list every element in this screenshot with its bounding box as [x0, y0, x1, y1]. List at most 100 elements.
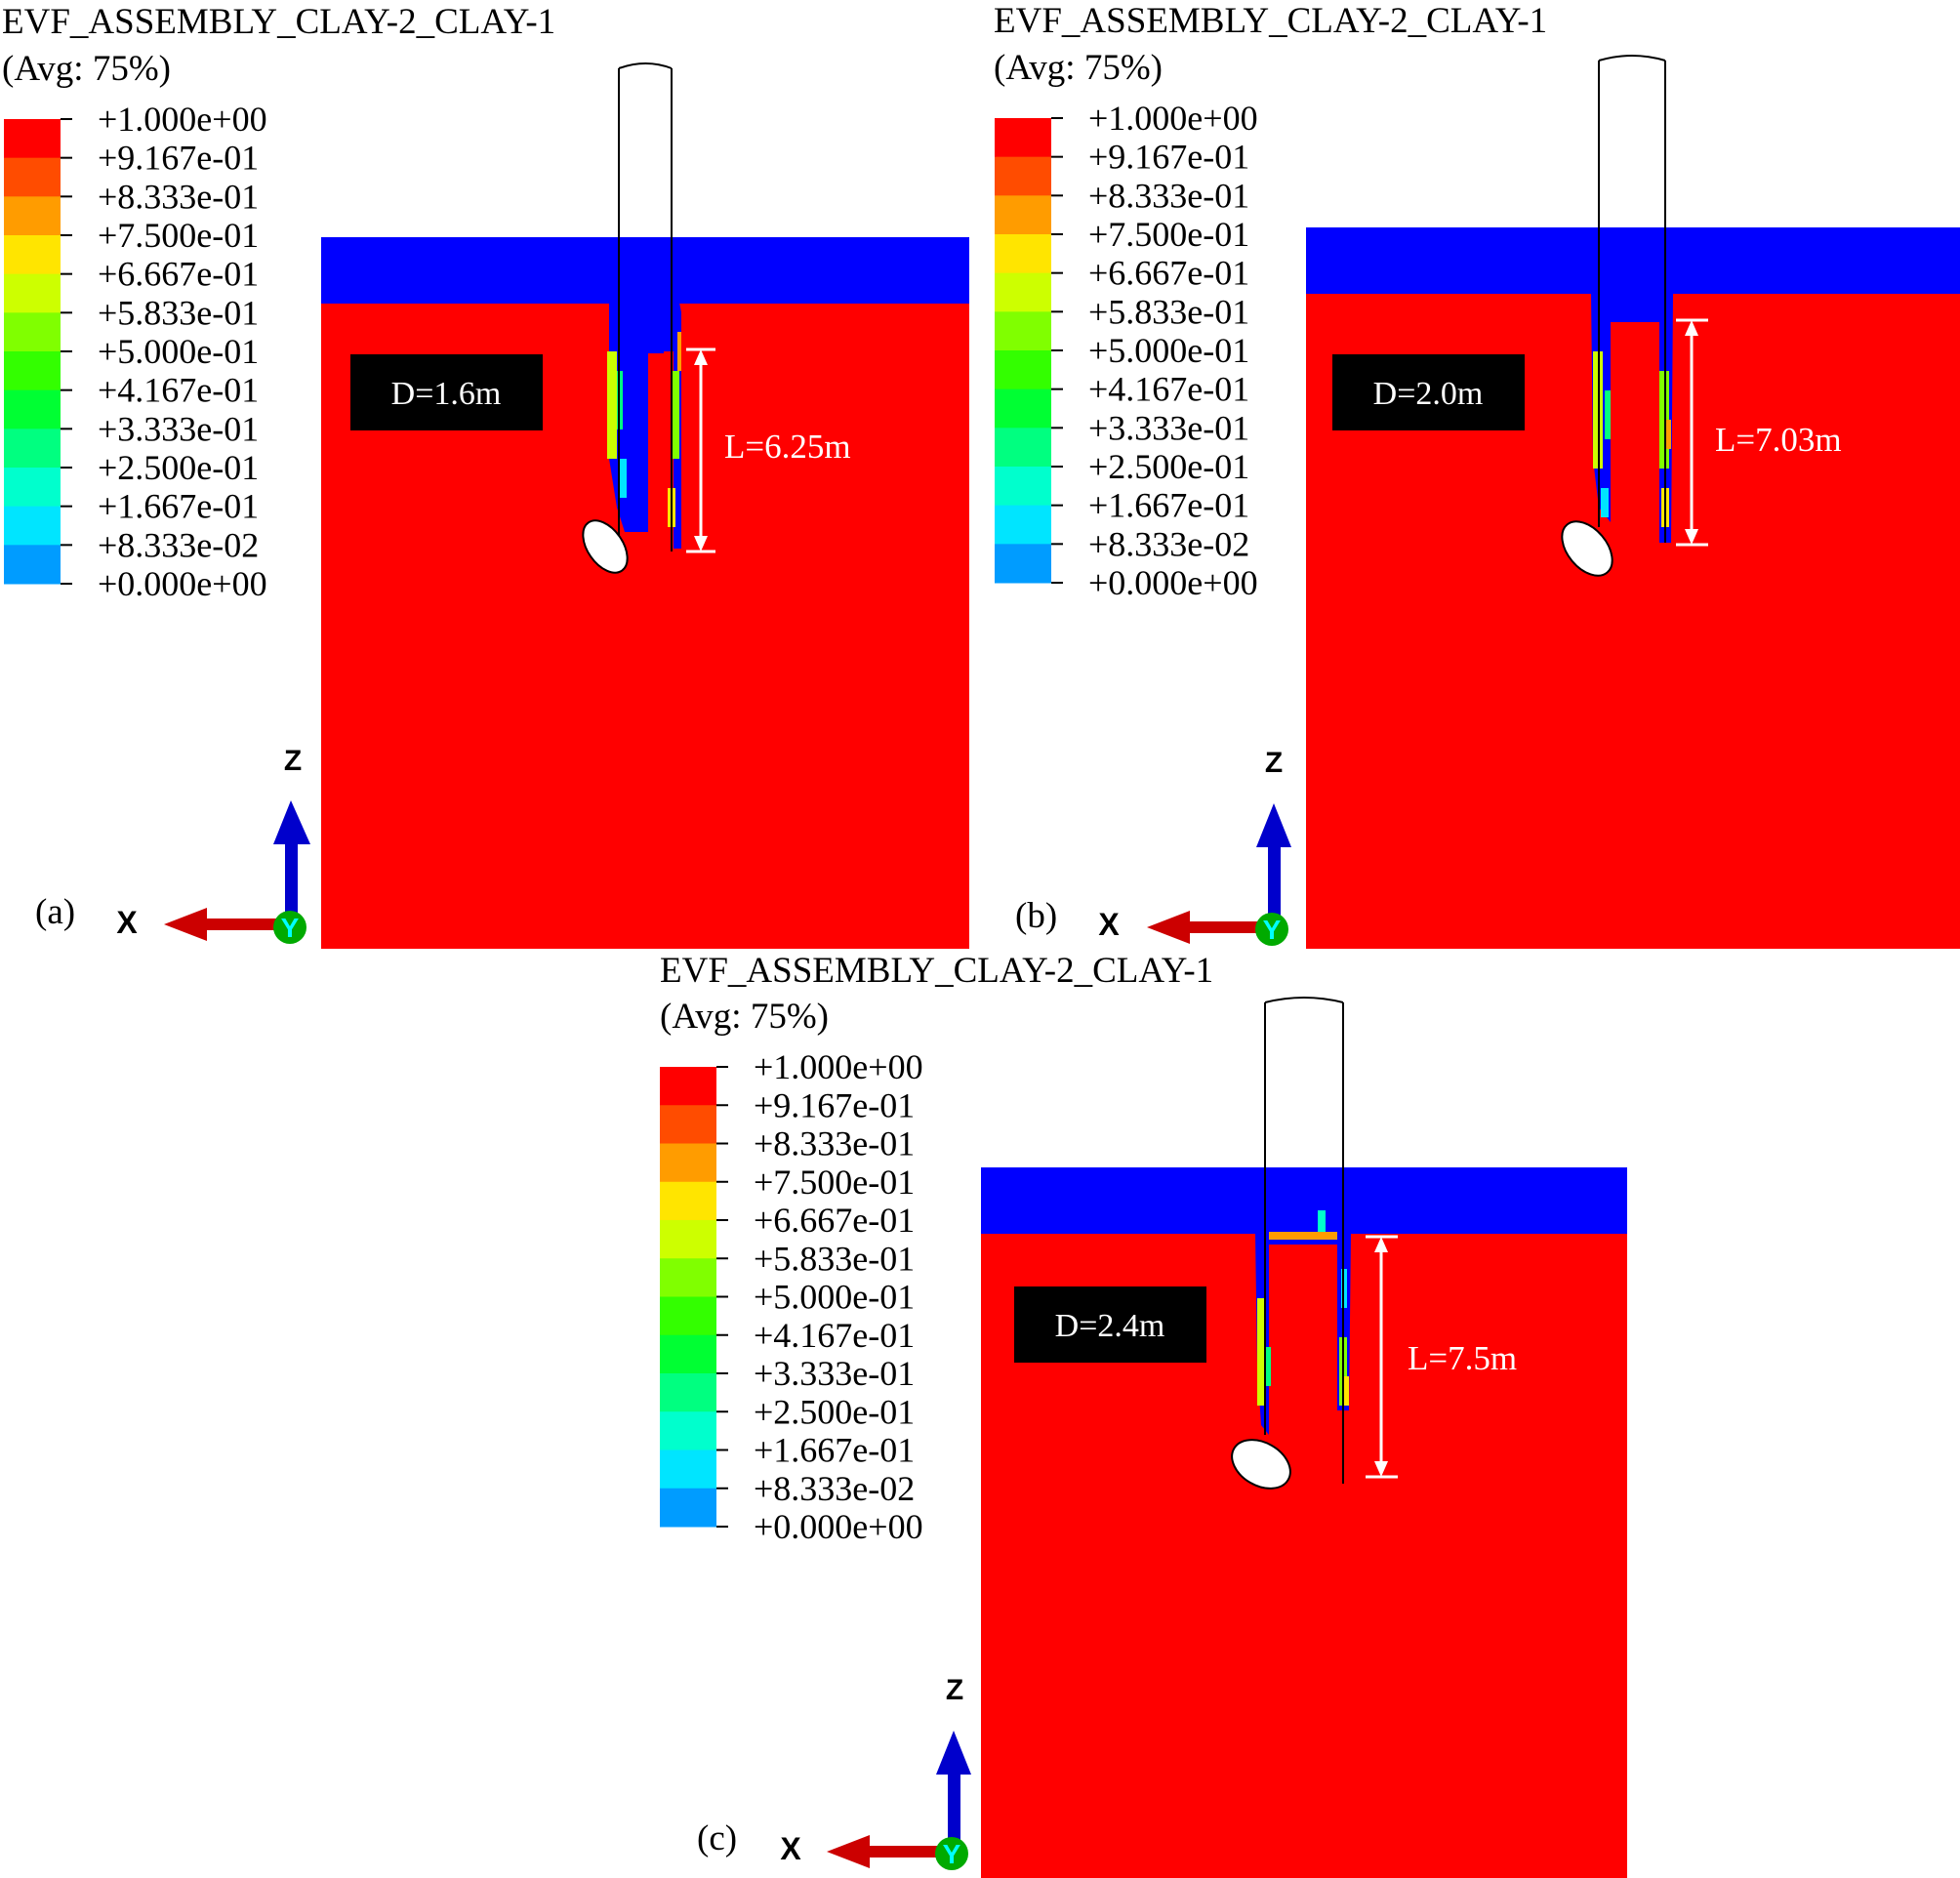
- legend-tick-label: +8.333e-01: [1088, 176, 1249, 215]
- legend-tick-label: +3.333e-01: [754, 1354, 915, 1393]
- legend-swatch: [660, 1105, 716, 1144]
- axis-x-arrow: [200, 919, 288, 930]
- axis-x-arrow: [863, 1846, 951, 1858]
- axis-z-arrow: [948, 1770, 960, 1856]
- void-layer: [321, 237, 969, 304]
- diameter-label: D=2.4m: [1055, 1308, 1165, 1344]
- legend-title: EVF_ASSEMBLY_CLAY-2_CLAY-1: [994, 1, 1547, 41]
- legend-swatch: [995, 505, 1051, 545]
- legend-tick-label: +8.333e-01: [98, 177, 259, 216]
- diameter-label-box: [1014, 1286, 1206, 1363]
- legend-swatch: [660, 1373, 716, 1412]
- legend-tick-label: +2.500e-01: [98, 448, 259, 487]
- legend-swatch: [995, 195, 1051, 235]
- legend-tick-label: +3.333e-01: [98, 409, 259, 448]
- legend-swatch: [4, 119, 61, 159]
- legend-swatch: [660, 1220, 716, 1259]
- legend-tick-label: +7.500e-01: [754, 1163, 915, 1202]
- legend-swatch: [995, 350, 1051, 390]
- length-label: L=7.03m: [1715, 421, 1842, 459]
- legend-swatch: [4, 196, 61, 236]
- cavity-tip-ellipse: [582, 519, 629, 574]
- diameter-label-box: [350, 354, 543, 430]
- legend-swatch: [660, 1449, 716, 1490]
- legend-tick-label: +5.000e-01: [98, 332, 259, 371]
- legend-tick-label: +5.833e-01: [1088, 292, 1249, 331]
- legend-tick-label: +1.000e+00: [754, 1047, 923, 1086]
- legend-tick-label: +9.167e-01: [754, 1085, 915, 1124]
- color-legend: +1.000e+00+9.167e-01+8.333e-01+7.500e-01…: [660, 1047, 923, 1546]
- legend-tick-label: +9.167e-01: [1088, 138, 1249, 177]
- legend-swatch: [660, 1488, 716, 1528]
- axis-triad: Y Z X: [116, 745, 310, 944]
- axis-x-label: X: [1098, 907, 1120, 942]
- legend-tick-label: +7.500e-01: [98, 216, 259, 255]
- diameter-label: D=2.0m: [1373, 376, 1484, 412]
- legend-swatch: [660, 1411, 716, 1450]
- length-dimension: [1366, 1235, 1398, 1479]
- legend-tick-label: +5.833e-01: [754, 1239, 915, 1278]
- axis-z-label: Z: [284, 745, 302, 777]
- legend-tick-label: +1.667e-01: [754, 1431, 915, 1470]
- axis-triad: Y Z X: [1098, 747, 1291, 946]
- legend-swatch: [995, 388, 1051, 429]
- axis-z-arrow: [1268, 842, 1281, 928]
- diameter-label-box: [1332, 354, 1525, 430]
- legend-tick-label: +8.333e-01: [754, 1124, 915, 1164]
- legend-swatch: [660, 1181, 716, 1221]
- legend-swatch: [4, 273, 61, 313]
- legend-swatch: [4, 351, 61, 391]
- legend-swatch: [995, 544, 1051, 584]
- diameter-label: D=1.6m: [391, 376, 502, 412]
- legend-tick-label: +1.667e-01: [98, 487, 259, 526]
- length-dimension: [686, 347, 715, 553]
- legend-tick-label: +1.000e+00: [1088, 99, 1258, 138]
- panel-label: (a): [35, 892, 75, 932]
- legend-subtitle: (Avg: 75%): [994, 48, 1163, 88]
- axis-triad: Y Z X: [780, 1674, 971, 1870]
- legend-tick-label: +8.333e-02: [754, 1469, 915, 1508]
- legend-tick-label: +6.667e-01: [754, 1201, 915, 1240]
- axis-x-arrow: [1183, 921, 1271, 933]
- legend-tick-label: +0.000e+00: [1088, 563, 1258, 602]
- legend-swatch: [660, 1067, 716, 1106]
- legend-title: EVF_ASSEMBLY_CLAY-2_CLAY-1: [660, 951, 1213, 991]
- legend-tick-label: +1.000e+00: [98, 100, 267, 139]
- legend-tick-label: +5.833e-01: [98, 293, 259, 332]
- legend-swatch: [4, 506, 61, 546]
- legend-swatch: [660, 1334, 716, 1374]
- void-layer: [1306, 227, 1960, 294]
- legend-tick-label: +5.000e-01: [1088, 331, 1249, 370]
- legend-tick-label: +8.333e-02: [98, 525, 259, 564]
- legend-tick-label: +4.167e-01: [98, 371, 259, 410]
- legend-title: EVF_ASSEMBLY_CLAY-2_CLAY-1: [2, 2, 555, 42]
- cavity-tip-ellipse: [1231, 1439, 1291, 1490]
- legend-tick-label: +9.167e-01: [98, 139, 259, 178]
- axis-z-arrow: [285, 839, 298, 927]
- legend-swatch: [995, 234, 1051, 274]
- legend-swatch: [4, 545, 61, 585]
- legend-tick-label: +5.000e-01: [754, 1278, 915, 1317]
- legend-swatch: [995, 311, 1051, 351]
- axis-y-label: Y: [281, 913, 300, 943]
- axis-z-label: Z: [1265, 747, 1283, 779]
- length-label: L=6.25m: [724, 428, 851, 466]
- pile-outline: [618, 62, 673, 551]
- legend-tick-label: +4.167e-01: [754, 1316, 915, 1355]
- panel-a: EVF_ASSEMBLY_CLAY-2_CLAY-1 (Avg: 75%) +1…: [2, 2, 969, 949]
- legend-tick-label: +6.667e-01: [1088, 254, 1249, 293]
- axis-z-label: Z: [946, 1674, 963, 1706]
- legend-swatch: [995, 272, 1051, 312]
- panel-label: (c): [697, 1818, 737, 1858]
- length-label: L=7.5m: [1408, 1339, 1517, 1377]
- axis-x-label: X: [116, 905, 138, 940]
- legend-swatch: [4, 157, 61, 197]
- legend-tick-label: +1.667e-01: [1088, 486, 1249, 525]
- color-legend: +1.000e+00+9.167e-01+8.333e-01+7.500e-01…: [4, 100, 267, 603]
- legend-tick-label: +7.500e-01: [1088, 215, 1249, 254]
- legend-swatch: [995, 156, 1051, 196]
- axis-y-dot: [935, 1837, 968, 1870]
- void-layer: [981, 1167, 1627, 1234]
- pile-outline: [1598, 55, 1666, 543]
